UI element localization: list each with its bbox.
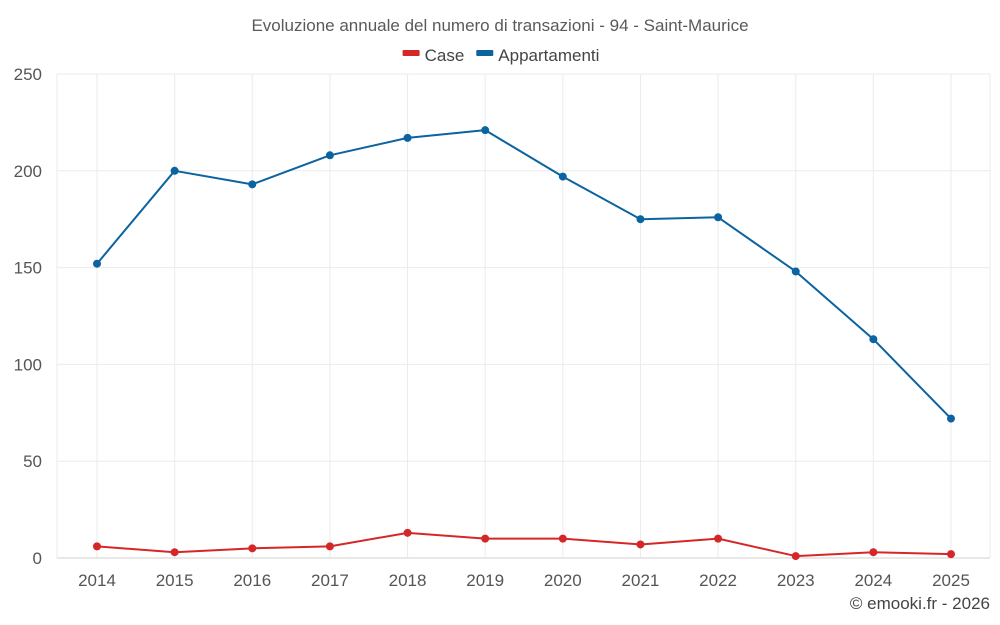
x-tick-label: 2022 [699,571,737,590]
x-tick-label: 2021 [622,571,660,590]
data-point-case [558,534,567,543]
grid [56,73,991,559]
x-tick-label: 2016 [233,571,271,590]
data-point-appartamenti [481,126,490,135]
y-tick-label: 100 [14,355,42,374]
data-point-appartamenti [791,267,800,276]
data-point-case [636,540,645,549]
legend: Case Appartamenti [402,46,599,65]
data-point-case [947,550,955,559]
chart-title: Evoluzione annuale del numero di transaz… [251,16,748,35]
x-tick-label: 2015 [156,571,194,590]
data-point-case [714,534,723,543]
data-point-case [170,548,179,557]
series-group [93,126,955,561]
y-tick-label: 150 [14,259,42,278]
data-point-appartamenti [248,180,257,189]
legend-swatch [476,50,494,56]
series-line-case [96,531,952,558]
x-tick-label: 2024 [854,571,892,590]
data-point-case [403,528,412,537]
x-tick-label: 2017 [311,571,349,590]
credit-text: © emooki.fr - 2026 [850,594,990,613]
data-point-case [791,552,800,561]
data-point-appartamenti [636,215,645,224]
y-tick-label: 250 [14,65,42,84]
data-point-appartamenti [947,414,955,423]
legend-item-case[interactable]: Case [402,46,465,65]
data-point-case [248,544,257,553]
series-line-appartamenti [96,129,952,420]
y-axis: 0 50 100 150 200 250 [14,65,42,568]
x-tick-label: 2018 [389,571,427,590]
data-point-case [869,548,878,557]
y-tick-label: 200 [14,162,42,181]
data-point-appartamenti [325,151,334,160]
x-tick-label: 2023 [777,571,815,590]
y-tick-label: 50 [23,452,42,471]
data-point-appartamenti [93,259,101,268]
y-tick-label: 0 [33,549,42,568]
legend-swatch [402,50,420,56]
data-point-appartamenti [869,335,878,344]
x-tick-label: 2025 [932,571,970,590]
data-point-appartamenti [558,172,567,181]
legend-label: Appartamenti [498,46,599,65]
data-point-appartamenti [170,166,179,175]
data-point-appartamenti [403,133,412,142]
x-axis: 2014 2015 2016 2017 2018 2019 2020 2021 2022 2023… [78,571,970,590]
legend-item-appartamenti[interactable]: Appartamenti [476,46,599,65]
data-point-case [325,542,334,551]
x-tick-label: 2019 [466,571,504,590]
legend-label: Case [425,46,465,65]
x-tick-label: 2014 [78,571,116,590]
data-point-case [481,534,490,543]
data-point-appartamenti [714,213,723,222]
data-point-case [93,542,101,551]
x-tick-label: 2020 [544,571,582,590]
